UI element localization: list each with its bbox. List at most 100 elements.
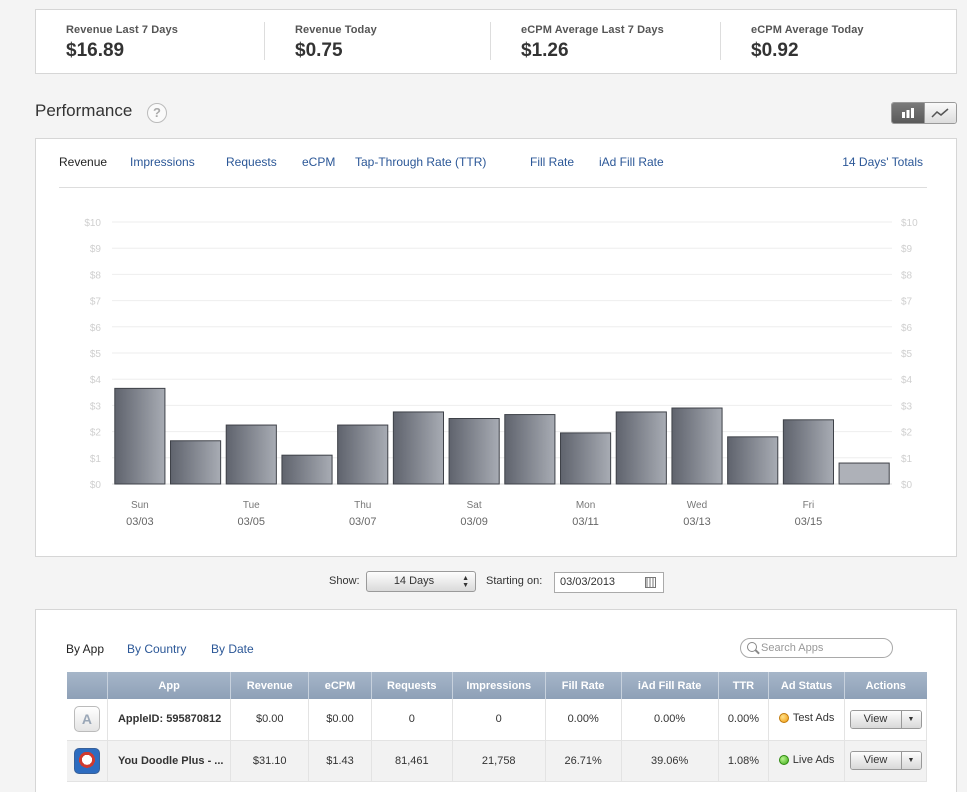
tab-fill-rate[interactable]: Fill Rate bbox=[530, 155, 575, 169]
totals-link[interactable]: 14 Days' Totals bbox=[842, 155, 923, 169]
x-date-label: 03/09 bbox=[460, 516, 488, 528]
actions-cell: View ▼ bbox=[844, 699, 927, 741]
y-tick-label-left: $4 bbox=[90, 375, 102, 386]
col-ad-status[interactable]: Ad Status bbox=[768, 672, 846, 699]
y-tick-label-right: $9 bbox=[901, 244, 913, 255]
x-date-label: 03/13 bbox=[683, 516, 711, 528]
bar-03-15[interactable] bbox=[782, 419, 834, 485]
search-apps-input[interactable]: Search Apps bbox=[740, 638, 893, 658]
col-ecpm[interactable]: eCPM bbox=[308, 672, 372, 699]
bar-03-07[interactable] bbox=[337, 424, 389, 485]
bar-03-13[interactable] bbox=[671, 407, 723, 485]
table-row: AppleID: 595870812 $0.00 $0.00 0 0 0.00%… bbox=[67, 699, 927, 741]
col-revenue[interactable]: Revenue bbox=[230, 672, 310, 699]
col-impressions[interactable]: Impressions bbox=[452, 672, 546, 699]
you-doodle-icon bbox=[73, 747, 100, 774]
fill-rate-cell: 26.71% bbox=[545, 740, 622, 782]
y-tick-label-left: $8 bbox=[90, 270, 102, 281]
bar-03-16[interactable] bbox=[838, 462, 890, 485]
x-day-label: Fri bbox=[803, 500, 815, 511]
bar-03-04[interactable] bbox=[170, 440, 222, 485]
select-arrows-icon: ▲ ▼ bbox=[462, 575, 469, 589]
ecpm-cell: $0.00 bbox=[308, 699, 372, 741]
view-button[interactable]: View bbox=[850, 752, 901, 769]
bar-chart-icon[interactable] bbox=[892, 103, 924, 123]
col-ttr[interactable]: TTR bbox=[718, 672, 770, 699]
ad-status-cell: Live Ads bbox=[768, 740, 846, 782]
stat-ecpm-7-days: eCPM Average Last 7 Days $1.26 bbox=[521, 24, 664, 62]
requests-cell: 0 bbox=[371, 699, 453, 741]
tab-ecpm[interactable]: eCPM bbox=[302, 155, 336, 169]
tab-revenue[interactable]: Revenue bbox=[59, 155, 108, 169]
stat-label: eCPM Average Today bbox=[751, 24, 864, 36]
calendar-icon[interactable] bbox=[645, 577, 656, 588]
y-tick-label-left: $10 bbox=[84, 218, 101, 229]
range-select[interactable]: 14 Days ▲ ▼ bbox=[366, 571, 476, 592]
bar-03-05[interactable] bbox=[225, 424, 277, 485]
y-tick-label-right: $3 bbox=[901, 401, 913, 412]
y-tick-label-left: $2 bbox=[90, 428, 102, 439]
requests-cell: 81,461 bbox=[371, 740, 453, 782]
bar-03-10[interactable] bbox=[504, 414, 556, 485]
stat-label: Revenue Today bbox=[295, 24, 377, 36]
col-iad-fill-rate[interactable]: iAd Fill Rate bbox=[621, 672, 719, 699]
summary-panel: Revenue Last 7 Days $16.89 Revenue Today… bbox=[35, 9, 957, 74]
y-tick-label-right: $8 bbox=[901, 270, 913, 281]
view-button[interactable]: View bbox=[850, 710, 901, 728]
col-requests[interactable]: Requests bbox=[371, 672, 453, 699]
view-button-group: View ▼ bbox=[849, 709, 922, 729]
bar-03-09[interactable] bbox=[448, 418, 500, 485]
revenue-cell: $31.10 bbox=[230, 740, 310, 782]
col-app[interactable]: App bbox=[107, 672, 232, 699]
y-tick-label-right: $1 bbox=[901, 454, 913, 465]
y-tick-label-left: $9 bbox=[90, 244, 102, 255]
subtab-by-app[interactable]: By App bbox=[66, 642, 105, 656]
start-date-input[interactable]: 03/03/2013 bbox=[554, 572, 664, 593]
chevron-down-icon[interactable]: ▼ bbox=[900, 752, 921, 769]
y-tick-label-right: $4 bbox=[901, 375, 913, 386]
y-tick-label-right: $0 bbox=[901, 480, 913, 491]
y-tick-label-right: $10 bbox=[901, 218, 918, 229]
show-label: Show: bbox=[329, 575, 360, 587]
tab-impressions[interactable]: Impressions bbox=[130, 155, 195, 169]
bar-03-11[interactable] bbox=[560, 432, 612, 485]
bar-03-03[interactable] bbox=[114, 387, 166, 485]
help-icon[interactable]: ? bbox=[147, 103, 167, 123]
x-date-label: 03/15 bbox=[795, 516, 823, 528]
x-day-label: Thu bbox=[354, 500, 371, 511]
tab-divider bbox=[59, 187, 927, 188]
x-day-label: Wed bbox=[687, 500, 707, 511]
tab-iad-fill-rate[interactable]: iAd Fill Rate bbox=[599, 155, 664, 169]
table-header-row: App Revenue eCPM Requests Impressions Fi… bbox=[67, 672, 927, 699]
impressions-cell: 0 bbox=[452, 699, 546, 741]
col-actions: Actions bbox=[844, 672, 927, 699]
ecpm-cell: $1.43 bbox=[308, 740, 372, 782]
subtab-by-country[interactable]: By Country bbox=[127, 642, 187, 656]
status-dot-icon bbox=[778, 713, 789, 724]
section-title: Performance bbox=[35, 101, 133, 120]
ttr-cell: 1.08% bbox=[718, 740, 770, 782]
start-date-value: 03/03/2013 bbox=[560, 576, 616, 588]
chart-view-toggle[interactable] bbox=[891, 102, 957, 124]
chevron-down-icon[interactable]: ▼ bbox=[900, 710, 921, 728]
subtab-by-date[interactable]: By Date bbox=[211, 642, 254, 656]
line-chart-icon[interactable] bbox=[923, 103, 956, 123]
x-date-label: 03/05 bbox=[238, 516, 266, 528]
x-day-label: Tue bbox=[243, 500, 260, 511]
col-fill-rate[interactable]: Fill Rate bbox=[545, 672, 622, 699]
date-controls: Show: 14 Days ▲ ▼ Starting on: 03/03/2013 bbox=[0, 571, 967, 595]
bar-03-06[interactable] bbox=[281, 454, 333, 485]
fill-rate-cell: 0.00% bbox=[545, 699, 622, 741]
x-day-label: Mon bbox=[576, 500, 595, 511]
x-date-label: 03/11 bbox=[572, 516, 599, 528]
bar-03-08[interactable] bbox=[392, 411, 445, 485]
bar-03-12[interactable] bbox=[615, 411, 667, 485]
iad-fill-rate-cell: 39.06% bbox=[621, 740, 719, 782]
bar-03-14[interactable] bbox=[727, 436, 779, 485]
tab-requests[interactable]: Requests bbox=[226, 155, 277, 169]
y-tick-label-left: $7 bbox=[90, 297, 102, 308]
table-panel: By App By Country By Date Search Apps Ap… bbox=[35, 609, 957, 792]
y-tick-label-right: $6 bbox=[901, 323, 913, 334]
col-icon bbox=[67, 672, 108, 699]
tab-ttr[interactable]: Tap-Through Rate (TTR) bbox=[355, 155, 487, 169]
